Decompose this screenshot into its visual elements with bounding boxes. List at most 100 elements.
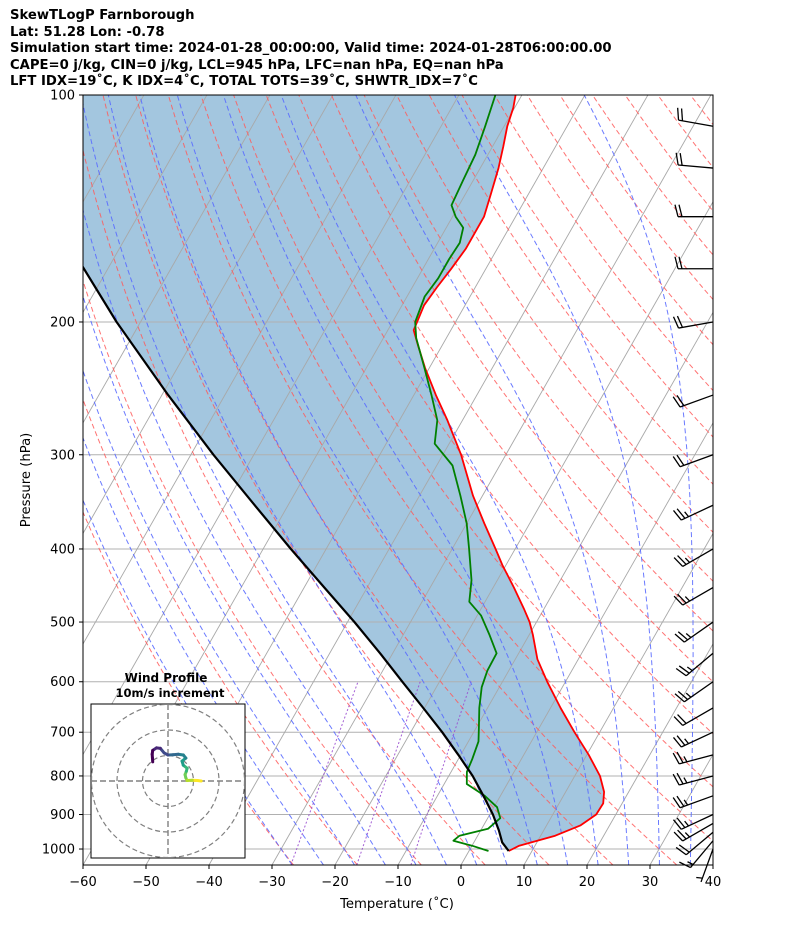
barb-half-feather: [685, 632, 692, 639]
isotherm-line: [208, 95, 649, 865]
hodograph-title: Wind Profile: [125, 671, 208, 685]
wind-barb: [673, 822, 714, 842]
barb-feather: [678, 204, 683, 217]
barb-half-feather: [683, 799, 689, 806]
x-tick-label: 20: [579, 875, 596, 890]
y-tick-label: 700: [50, 726, 75, 741]
hodograph-plot: [91, 704, 245, 858]
wind-barb: [672, 731, 714, 748]
barb-feather: [679, 153, 683, 166]
x-tick-label: 0: [457, 875, 465, 890]
wind-barb: [674, 204, 713, 218]
isotherm-line: [83, 95, 397, 645]
x-tick-label: −40: [195, 875, 222, 890]
barb-feather: [676, 508, 686, 519]
barb-staff: [679, 754, 714, 765]
barb-feather: [678, 844, 690, 853]
wind-barb: [677, 107, 714, 127]
dry-adiabat-line: [298, 95, 713, 683]
mixing-ratio-line: [410, 681, 472, 865]
isotherm-line: [523, 532, 713, 865]
y-tick-label: 400: [50, 542, 75, 557]
barb-staff: [681, 813, 714, 830]
x-tick-label: −50: [132, 875, 159, 890]
dry-adiabat-line: [83, 148, 486, 865]
barb-half-feather: [684, 820, 690, 827]
y-tick-label: 100: [50, 89, 75, 104]
cape-cin-shading: [83, 95, 605, 851]
dry-adiabat-line: [657, 95, 713, 169]
barb-half-feather: [684, 511, 690, 518]
barb-feather: [676, 751, 684, 764]
dry-adiabat-line: [723, 95, 794, 865]
wind-barb: [673, 586, 714, 606]
isotherm-line: [0, 95, 18, 865]
x-tick-label: 10: [516, 875, 533, 890]
barb-feather: [674, 633, 685, 643]
barb-feather: [677, 593, 687, 604]
wind-barb: [675, 152, 714, 169]
barb-staff: [681, 504, 714, 521]
wind-barb: [675, 652, 714, 677]
barb-feather: [676, 395, 685, 407]
wind-barb: [672, 813, 714, 830]
barb-feather: [672, 819, 682, 830]
barb-staff: [682, 822, 714, 842]
mixing-ratio-line: [290, 681, 359, 865]
barb-feather: [680, 108, 684, 121]
barb-feather: [675, 152, 679, 166]
dry-adiabat-line: [167, 95, 678, 865]
wind-barb: [672, 795, 714, 809]
moist-adiabat-line: [83, 498, 293, 865]
barb-staff: [679, 394, 714, 408]
barb-staff: [685, 831, 714, 856]
moist-adiabat-line: [107, 95, 478, 865]
x-tick-label: 40: [705, 875, 722, 890]
barb-feather: [677, 555, 687, 565]
y-tick-label: 500: [50, 616, 75, 631]
barb-staff: [682, 586, 714, 606]
barb-feather: [672, 752, 680, 765]
isotherm-line: [334, 200, 713, 865]
dry-adiabat-line: [788, 95, 794, 865]
wind-barb: [674, 681, 714, 703]
barb-feather: [677, 631, 689, 641]
dry-adiabat-line: [396, 95, 713, 534]
barb-feather: [673, 716, 684, 726]
barb-half-feather: [683, 756, 688, 763]
wind-barb: [674, 621, 714, 643]
barb-staff: [679, 795, 714, 809]
moist-adiabat-line: [83, 369, 355, 865]
barb-feather: [677, 690, 689, 701]
barb-feather: [673, 557, 684, 567]
moist-adiabat-line: [139, 95, 508, 865]
shaded-region-layer: [83, 95, 605, 851]
barb-feather: [675, 667, 687, 677]
dry-adiabat-line: [756, 95, 794, 865]
barb-feather: [676, 772, 684, 785]
barb-staff: [678, 164, 714, 169]
y-tick-label: 600: [50, 675, 75, 690]
barb-feather: [676, 817, 686, 829]
dewpoint-profile: [414, 95, 502, 852]
hodograph-subtitle: 10m/s increment: [116, 686, 225, 700]
barb-staff: [682, 707, 714, 727]
barb-feather: [674, 693, 685, 703]
barb-staff: [683, 681, 714, 703]
isotherm-line: [712, 864, 713, 865]
dry-adiabat-line: [265, 95, 713, 735]
isotherm-line: [586, 643, 713, 865]
barb-feather: [672, 797, 681, 809]
barb-half-feather: [686, 666, 693, 672]
barb-staff: [678, 321, 714, 329]
dry-adiabat-line: [83, 398, 358, 865]
barb-half-feather: [696, 876, 703, 879]
barb-staff: [690, 840, 714, 868]
barb-feather: [676, 735, 686, 746]
barb-half-feather: [684, 738, 690, 745]
x-tick-label: −60: [69, 875, 96, 890]
y-tick-label: 900: [50, 808, 75, 823]
barb-feather: [677, 107, 680, 121]
wind-barb: [672, 454, 714, 468]
